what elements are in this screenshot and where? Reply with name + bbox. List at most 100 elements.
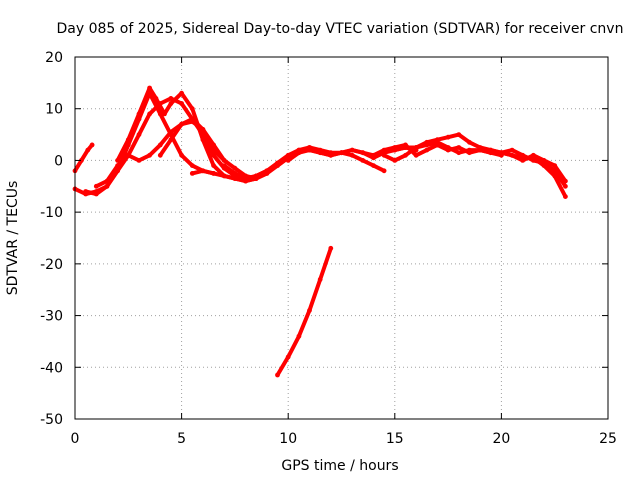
data-point <box>136 132 142 138</box>
data-point <box>275 160 280 166</box>
data-point <box>531 158 536 163</box>
data-point <box>445 145 451 150</box>
data-point <box>317 150 323 156</box>
data-point <box>328 152 334 158</box>
x-tick-labels: 0 5 10 15 20 25 <box>71 431 617 447</box>
data-point <box>275 372 280 378</box>
data-point <box>435 139 440 145</box>
data-point <box>520 152 526 158</box>
data-point <box>168 137 174 143</box>
x-tick-label: 20 <box>492 431 510 447</box>
y-tick-label: -30 <box>40 309 63 325</box>
y-tick-label: 0 <box>54 153 63 169</box>
series-line-1 <box>73 142 95 173</box>
plot-frame <box>74 56 609 420</box>
data-point <box>392 158 398 163</box>
data-point <box>285 158 291 163</box>
data-point <box>488 147 494 153</box>
data-point <box>179 90 185 96</box>
data-point <box>552 163 558 169</box>
data-point <box>520 158 526 163</box>
data-point <box>531 152 536 158</box>
data-point <box>125 137 131 143</box>
y-axis-label: SDTVAR / TECUs <box>5 181 21 296</box>
data-point <box>264 168 270 174</box>
data-point <box>339 150 344 156</box>
data-point <box>360 150 366 156</box>
data-series <box>72 85 568 378</box>
data-point <box>467 147 472 153</box>
y-tick-label: -40 <box>40 360 63 376</box>
data-point <box>296 150 302 156</box>
data-point <box>499 150 504 156</box>
data-point <box>403 152 408 158</box>
data-point <box>83 189 89 194</box>
data-point <box>211 171 217 176</box>
data-point <box>168 129 174 135</box>
data-point <box>104 178 110 184</box>
x-tick-label: 0 <box>71 431 80 447</box>
data-point <box>509 152 515 158</box>
data-point <box>371 152 376 158</box>
data-point <box>200 137 206 143</box>
data-point <box>157 152 163 158</box>
axis-ticks <box>74 56 609 420</box>
data-point <box>509 147 515 153</box>
data-point <box>85 147 91 153</box>
data-point <box>456 145 462 150</box>
data-point <box>179 152 185 158</box>
data-point <box>157 142 163 148</box>
chart-title: Day 085 of 2025, Sidereal Day-to-day VTE… <box>57 21 624 37</box>
x-tick-label: 15 <box>386 431 404 447</box>
data-point <box>413 145 419 150</box>
data-point <box>403 145 408 150</box>
data-point <box>552 168 558 174</box>
data-point <box>253 173 259 179</box>
data-point <box>232 171 238 176</box>
data-point <box>211 147 217 153</box>
data-point <box>147 111 153 117</box>
data-point <box>456 132 462 138</box>
data-point <box>189 106 195 112</box>
data-point <box>115 163 120 169</box>
data-point <box>307 147 312 153</box>
data-point <box>162 111 167 117</box>
data-point <box>93 183 99 189</box>
data-point <box>424 142 430 148</box>
data-point <box>477 147 483 153</box>
data-point <box>211 152 217 158</box>
data-point <box>360 158 366 163</box>
data-point <box>168 101 174 106</box>
data-point <box>179 121 185 127</box>
data-point <box>317 277 323 282</box>
y-tick-label: 20 <box>45 50 63 66</box>
data-point <box>147 85 153 91</box>
data-point <box>232 165 238 171</box>
data-point <box>381 147 387 153</box>
data-point <box>153 96 159 101</box>
data-point <box>157 111 163 117</box>
data-point <box>125 152 131 158</box>
x-tick-label: 10 <box>279 431 297 447</box>
data-point <box>285 354 291 360</box>
data-point <box>115 158 120 163</box>
data-point <box>349 147 355 153</box>
data-point <box>211 163 217 169</box>
data-point <box>232 176 238 181</box>
series-line-6 <box>158 117 259 181</box>
data-point <box>200 168 206 174</box>
data-point <box>189 163 195 169</box>
data-point <box>189 116 195 122</box>
data-point <box>381 152 387 158</box>
data-point <box>221 173 227 179</box>
data-point <box>189 171 195 176</box>
data-point <box>200 126 206 132</box>
data-point <box>104 183 110 189</box>
data-point <box>243 176 249 181</box>
data-point <box>285 152 291 158</box>
data-point <box>221 163 227 169</box>
x-axis-label: GPS time / hours <box>281 458 398 474</box>
data-point <box>93 191 99 197</box>
